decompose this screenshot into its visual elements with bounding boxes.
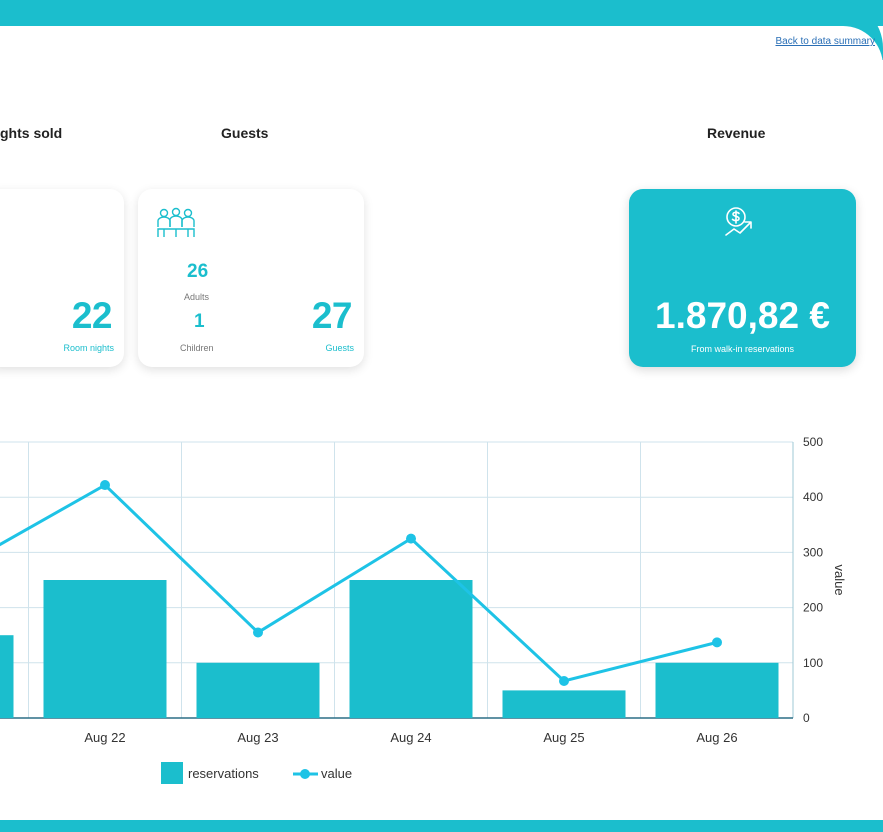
legend-swatch-reservations — [161, 762, 183, 784]
y-tick-label: 400 — [803, 490, 823, 504]
x-tick-label: Aug 23 — [237, 730, 278, 745]
room-nights-value: 22 — [71, 295, 113, 336]
bar-reservations — [502, 690, 626, 718]
x-tick-label: Aug 24 — [390, 730, 431, 745]
bar-reservations — [349, 580, 473, 718]
guests-total-caption: Guests — [325, 343, 354, 353]
nights-sold-label: ghts sold — [0, 125, 63, 141]
bar-reservations — [43, 580, 167, 718]
x-tick-label: Aug 26 — [696, 730, 737, 745]
revenue-card: 1.870,82 € From walk-in reservations — [629, 189, 856, 367]
top-band — [0, 0, 883, 60]
bar-reservations — [196, 662, 320, 718]
children-value: 1 — [194, 311, 205, 332]
reservations-chart: 0 100 200 300 400 500 value Aug 22 Aug 23 Aug 24 A… — [0, 435, 847, 784]
guests-total-value: 27 — [311, 295, 353, 336]
room-nights-card: 22 Room nights — [0, 189, 124, 367]
legend-swatch-value-dot — [300, 769, 310, 779]
y-tick-label: 100 — [803, 656, 823, 670]
revenue-growth-icon — [725, 207, 752, 236]
revenue-amount: 1.870,82 € — [655, 295, 830, 336]
revenue-label: Revenue — [707, 125, 766, 141]
line-point-value — [100, 480, 110, 491]
bottom-band — [0, 820, 883, 832]
y-tick-label: 0 — [803, 711, 810, 725]
guests-label: Guests — [221, 125, 269, 141]
legend-label-value: value — [321, 766, 352, 781]
line-point-value — [712, 637, 722, 648]
line-point-value — [253, 627, 263, 638]
x-tick-label: Aug 25 — [543, 730, 584, 745]
children-label: Children — [180, 343, 214, 353]
line-point-value — [559, 676, 569, 687]
bar-reservations — [655, 662, 779, 718]
line-series-value — [0, 483, 718, 683]
y-tick-label: 200 — [803, 601, 823, 615]
y-tick-label: 300 — [803, 545, 823, 559]
adults-value: 26 — [187, 261, 209, 282]
y-axis-label: value — [832, 564, 847, 595]
legend-label-reservations: reservations — [188, 766, 259, 781]
line-point-value — [406, 533, 416, 544]
revenue-caption: From walk-in reservations — [690, 344, 795, 354]
back-to-summary-link[interactable]: Back to data summary — [775, 36, 875, 47]
guests-card: 26 Adults 1 Children 27 Guests — [138, 189, 364, 367]
y-tick-label: 500 — [803, 435, 823, 449]
guests-icon — [157, 207, 195, 237]
x-tick-label: Aug 22 — [84, 730, 125, 745]
bar-partial — [0, 635, 14, 718]
room-nights-caption: Room nights — [63, 343, 114, 353]
adults-label: Adults — [184, 292, 210, 302]
